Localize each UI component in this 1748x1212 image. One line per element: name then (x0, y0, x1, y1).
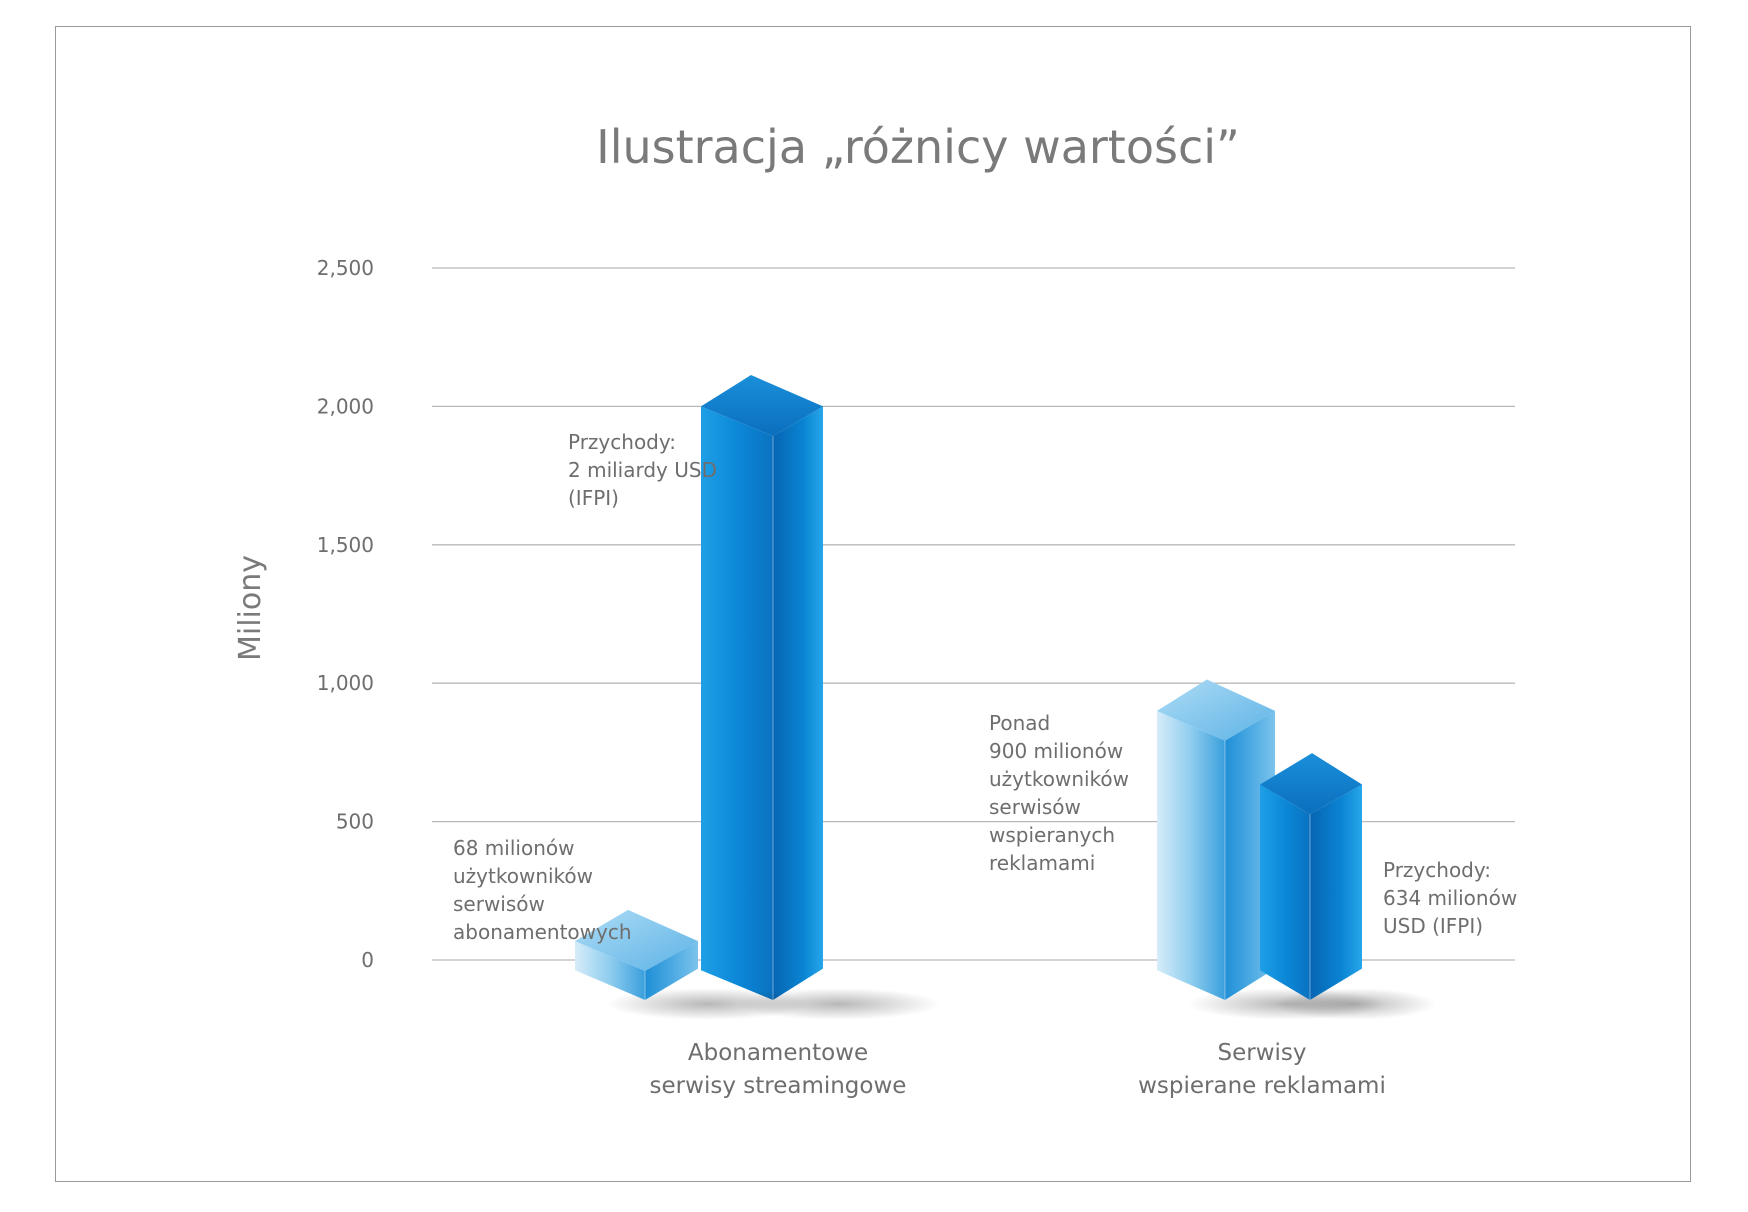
annotation-0: abonamentowych (453, 920, 632, 944)
category-label-1: wspierane reklamami (1138, 1073, 1386, 1099)
bar-top-face (1260, 753, 1362, 815)
bar-front-face (1260, 784, 1310, 1000)
category-label-0: Abonamentowe (688, 1040, 868, 1066)
annotation-2: serwisów (989, 795, 1081, 819)
annotation-0: użytkowników (453, 864, 593, 888)
bar-side-face (645, 941, 698, 1000)
bar-shadow (606, 988, 810, 1020)
annotation-1: Przychody: (568, 430, 676, 454)
annotation-2: 900 milionów (989, 739, 1123, 763)
bar-revenue-0 (701, 375, 940, 1020)
y-tick-label-2500: 2,500 (317, 256, 374, 280)
annotation-3: Przychody: (1383, 858, 1491, 882)
annotation-0: 68 milionów (453, 836, 574, 860)
bar-top-face (701, 375, 823, 437)
bar-front-face (575, 941, 645, 1000)
y-tick-label-1000: 1,000 (317, 671, 374, 695)
bar-side-face (773, 406, 823, 1000)
bar-top-face (1157, 679, 1275, 741)
category-label-0: serwisy streamingowe (650, 1073, 907, 1099)
category-label-1: Serwisy (1217, 1040, 1306, 1066)
annotation-2: użytkowników (989, 767, 1129, 791)
annotation-0: serwisów (453, 892, 545, 916)
annotation-3: 634 milionów (1383, 886, 1517, 910)
chart-frame (55, 26, 1691, 1182)
annotation-2: wspieranych (989, 823, 1115, 847)
annotation-1: (IFPI) (568, 486, 619, 510)
bar-front-face (1157, 710, 1225, 1000)
y-tick-label-500: 500 (336, 810, 374, 834)
annotation-3: USD (IFPI) (1383, 914, 1483, 938)
y-tick-label-1500: 1,500 (317, 533, 374, 557)
annotation-2: reklamami (989, 851, 1095, 875)
bar-users-0 (575, 909, 810, 1020)
y-tick-label-0: 0 (361, 948, 374, 972)
annotation-1: 2 miliardy USD (568, 458, 717, 482)
y-tick-label-2000: 2,000 (317, 394, 374, 418)
bar-top-face (575, 909, 698, 971)
bar-front-face (701, 406, 773, 1000)
chart-title: Ilustracja „różnicy wartości” (596, 120, 1240, 174)
annotation-2: Ponad (989, 711, 1050, 735)
y-axis-label: Miliony (233, 555, 268, 661)
bar-revenue-1 (1260, 753, 1437, 1020)
bar-side-face (1310, 784, 1362, 1000)
